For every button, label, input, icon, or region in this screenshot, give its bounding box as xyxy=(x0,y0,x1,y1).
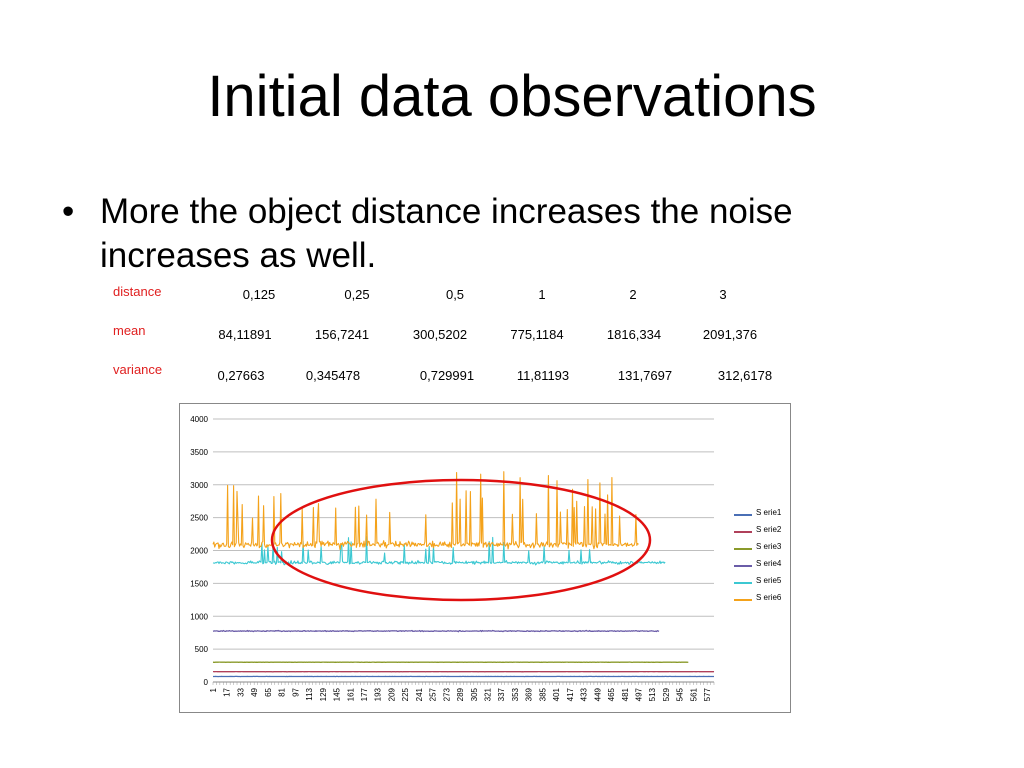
x-tick-label: 353 xyxy=(511,687,520,701)
x-tick-label: 33 xyxy=(236,687,245,696)
x-tick-label: 561 xyxy=(689,687,698,701)
x-tick-label: 545 xyxy=(676,687,685,701)
y-tick-label: 1000 xyxy=(190,612,208,621)
bullet-text: More the object distance increases the n… xyxy=(100,192,793,275)
x-tick-label: 209 xyxy=(387,687,396,701)
y-tick-label: 3000 xyxy=(190,481,208,490)
x-tick-label: 449 xyxy=(593,687,602,701)
slide-title: Initial data observations xyxy=(207,64,817,129)
x-tick-label: 273 xyxy=(442,687,451,701)
y-tick-label: 1500 xyxy=(190,579,208,588)
x-tick-label: 369 xyxy=(525,687,534,701)
x-tick-label: 193 xyxy=(374,687,383,701)
legend-swatch xyxy=(734,531,752,533)
legend-label: S erie2 xyxy=(756,525,782,534)
x-tick-label: 401 xyxy=(552,687,561,701)
x-tick-label: 1 xyxy=(209,687,218,692)
x-tick-label: 145 xyxy=(333,687,342,701)
x-tick-label: 241 xyxy=(415,687,424,701)
bullet-marker: • xyxy=(62,192,75,231)
x-tick-label: 113 xyxy=(305,687,314,700)
x-tick-label: 81 xyxy=(278,687,287,696)
legend-item-serie4: S erie4 xyxy=(734,558,794,575)
highlight-ellipse xyxy=(270,478,652,602)
legend-item-serie2: S erie2 xyxy=(734,524,794,541)
y-tick-label: 500 xyxy=(195,645,209,654)
y-tick-label: 4000 xyxy=(190,415,208,424)
legend-swatch xyxy=(734,582,752,584)
x-tick-label: 289 xyxy=(456,687,465,701)
legend-label: S erie3 xyxy=(756,542,782,551)
legend-swatch xyxy=(734,565,752,567)
legend-item-serie5: S erie5 xyxy=(734,575,794,592)
legend-item-serie3: S erie3 xyxy=(734,541,794,558)
x-tick-label: 177 xyxy=(360,687,369,701)
legend-swatch xyxy=(734,548,752,550)
y-tick-label: 0 xyxy=(204,678,209,687)
x-tick-label: 129 xyxy=(319,687,328,701)
legend-swatch xyxy=(734,514,752,516)
chart-legend: S erie1 S erie2 S erie3 S erie4 S erie5 … xyxy=(734,507,794,609)
y-tick-label: 2000 xyxy=(190,547,208,556)
x-tick-label: 385 xyxy=(538,687,547,701)
x-tick-label: 305 xyxy=(470,687,479,701)
x-tick-label: 65 xyxy=(264,687,273,696)
legend-label: S erie1 xyxy=(756,508,782,517)
x-tick-label: 417 xyxy=(566,687,575,701)
x-tick-label: 513 xyxy=(648,687,657,701)
legend-swatch xyxy=(734,599,752,601)
x-tick-label: 17 xyxy=(223,687,232,696)
x-tick-label: 225 xyxy=(401,687,410,701)
legend-item-serie1: S erie1 xyxy=(734,507,794,524)
legend-item-serie6: S erie6 xyxy=(734,592,794,609)
x-tick-label: 529 xyxy=(662,687,671,701)
x-tick-label: 321 xyxy=(484,687,493,701)
series-line-5 xyxy=(212,536,666,566)
y-tick-label: 2500 xyxy=(190,514,208,523)
series-line-4 xyxy=(212,629,660,633)
x-tick-label: 49 xyxy=(250,687,259,696)
x-tick-label: 433 xyxy=(580,687,589,701)
x-tick-label: 161 xyxy=(346,687,355,701)
x-tick-label: 465 xyxy=(607,687,616,701)
x-tick-label: 337 xyxy=(497,687,506,701)
x-tick-label: 257 xyxy=(429,687,438,701)
x-tick-label: 577 xyxy=(703,687,712,701)
y-tick-label: 3500 xyxy=(190,448,208,457)
x-tick-label: 481 xyxy=(621,687,630,701)
legend-label: S erie4 xyxy=(756,559,782,568)
series-line-6 xyxy=(212,471,639,551)
legend-label: S erie6 xyxy=(756,593,782,602)
x-tick-label: 97 xyxy=(291,687,300,696)
legend-label: S erie5 xyxy=(756,576,782,585)
x-tick-label: 497 xyxy=(635,687,644,701)
